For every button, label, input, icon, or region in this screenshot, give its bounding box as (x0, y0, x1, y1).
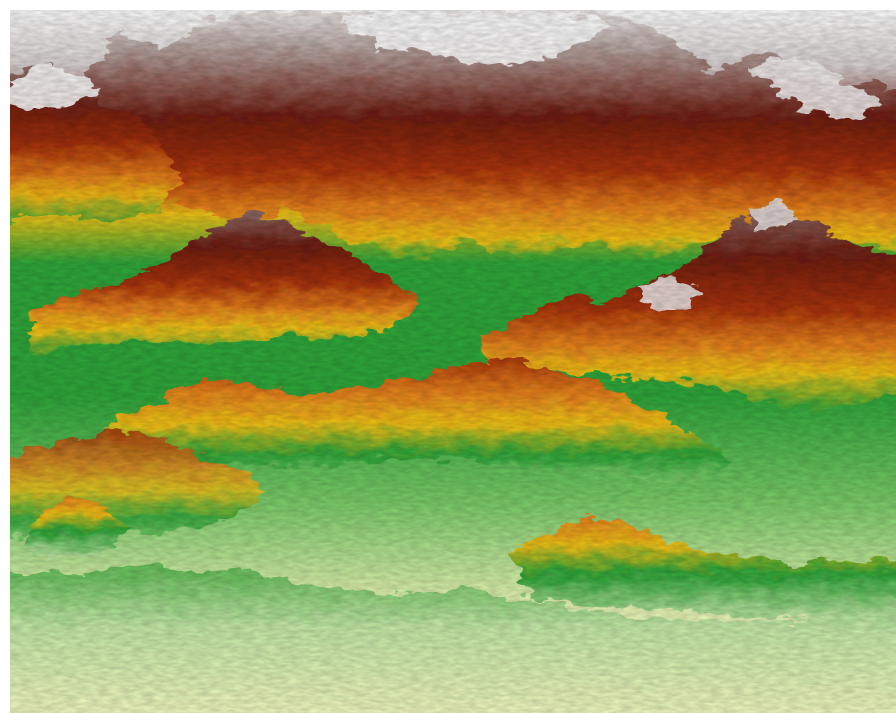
terrain-grain (10, 10, 896, 713)
terrain-viewport[interactable] (10, 10, 896, 713)
terrain-render (10, 10, 896, 713)
